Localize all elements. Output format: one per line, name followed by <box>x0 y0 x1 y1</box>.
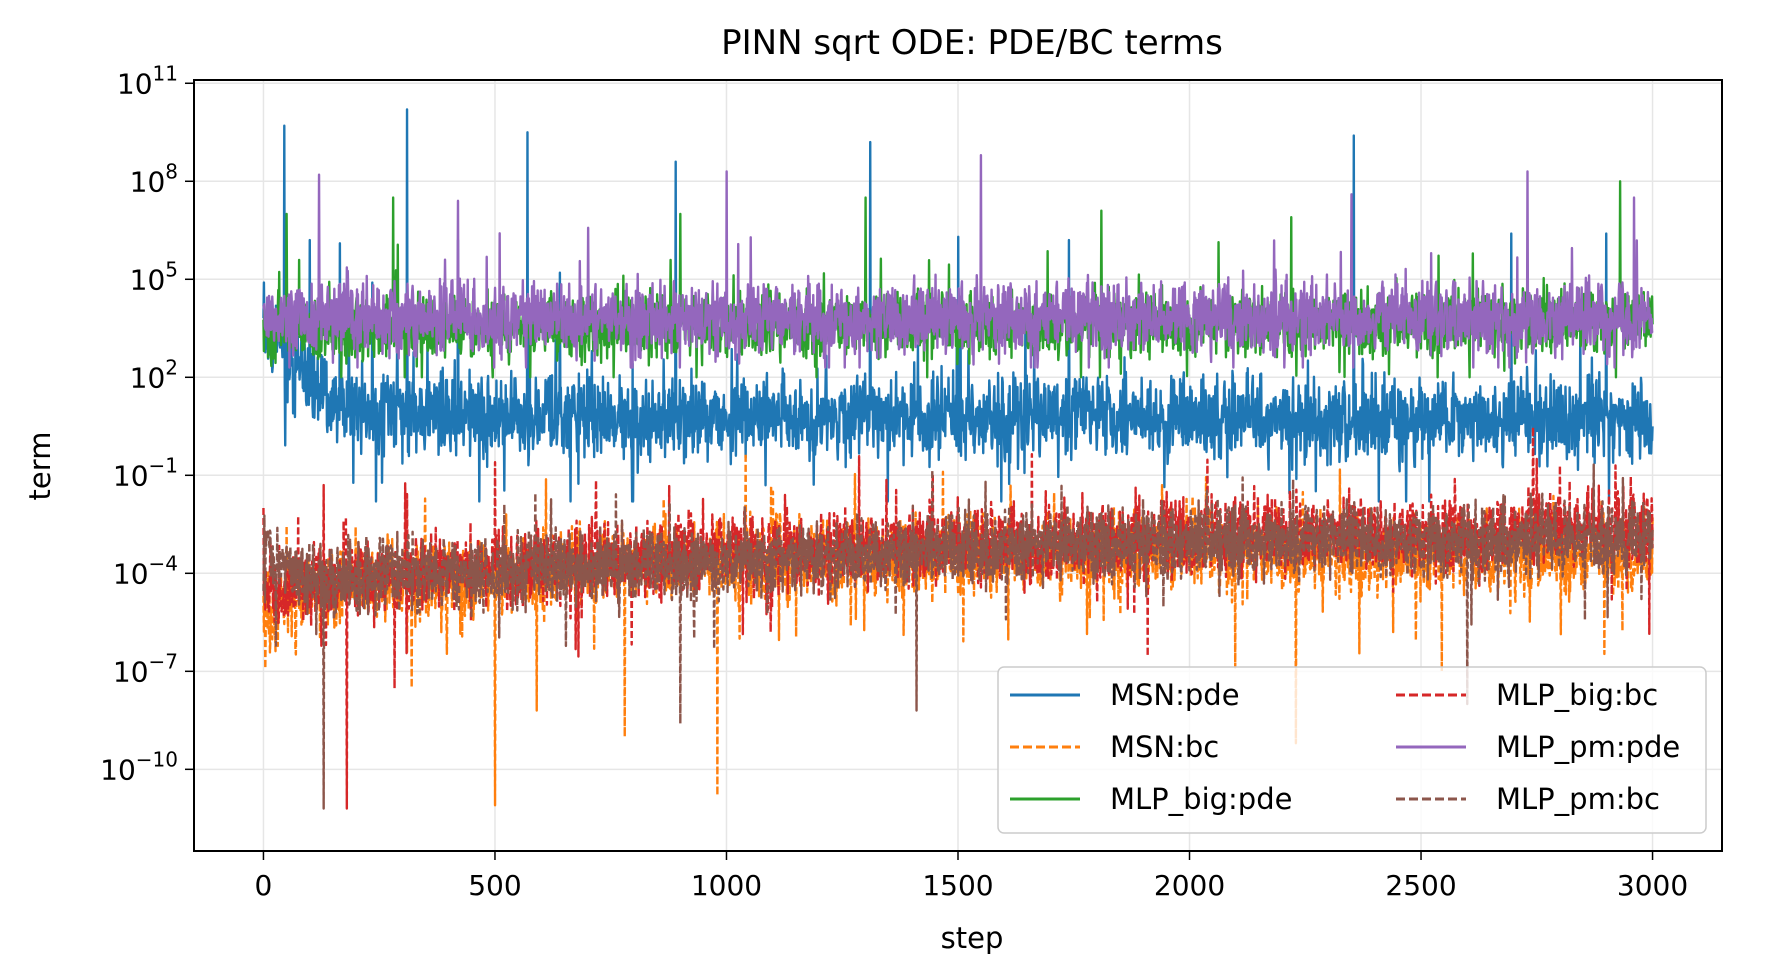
legend-label: MLP_big:pde <box>1110 782 1292 816</box>
y-tick-label: 10−7 <box>113 649 178 688</box>
series-layer <box>262 108 1654 810</box>
series-line-mlp-big-bc <box>262 425 1654 810</box>
x-tick-label: 0 <box>255 869 273 902</box>
y-tick-label: 10−4 <box>113 551 178 590</box>
x-tick-label: 1500 <box>922 869 993 902</box>
x-tick-label: 500 <box>468 869 521 902</box>
legend-label: MSN:pde <box>1110 678 1240 712</box>
y-tick-label: 102 <box>130 355 178 394</box>
legend-box <box>997 666 1707 834</box>
y-tick-label: 1011 <box>117 61 178 100</box>
legend-label: MLP_big:bc <box>1496 678 1658 712</box>
chart-title: PINN sqrt ODE: PDE/BC terms <box>721 23 1223 63</box>
series-line-mlp-pm-bc <box>262 463 1654 810</box>
y-tick-label: 105 <box>130 257 178 296</box>
series-line-mlp-pm-pde <box>262 153 1654 369</box>
x-tick-label: 2000 <box>1154 869 1225 902</box>
y-axis-label: term <box>23 432 57 501</box>
x-axis-label: step <box>941 921 1004 955</box>
legend-label: MSN:bc <box>1110 730 1219 764</box>
y-tick-label: 10−1 <box>113 453 178 492</box>
x-axis: 0 500 1000 1500 2000 2500 3000 <box>255 851 1688 902</box>
x-tick-label: 2500 <box>1385 869 1456 902</box>
y-axis: 1011 108 105 102 10−1 10−4 10−7 10−10 <box>100 61 194 786</box>
x-tick-label: 1000 <box>691 869 762 902</box>
legend-label: MLP_pm:pde <box>1496 730 1680 764</box>
legend-label: MLP_pm:bc <box>1496 782 1660 816</box>
x-tick-label: 3000 <box>1617 869 1688 902</box>
y-tick-label: 10−10 <box>100 747 178 786</box>
legend: MSN:pde MSN:bc MLP_big:pde MLP_big:bc MLP_pm… <box>997 666 1707 834</box>
y-tick-label: 108 <box>130 159 178 198</box>
